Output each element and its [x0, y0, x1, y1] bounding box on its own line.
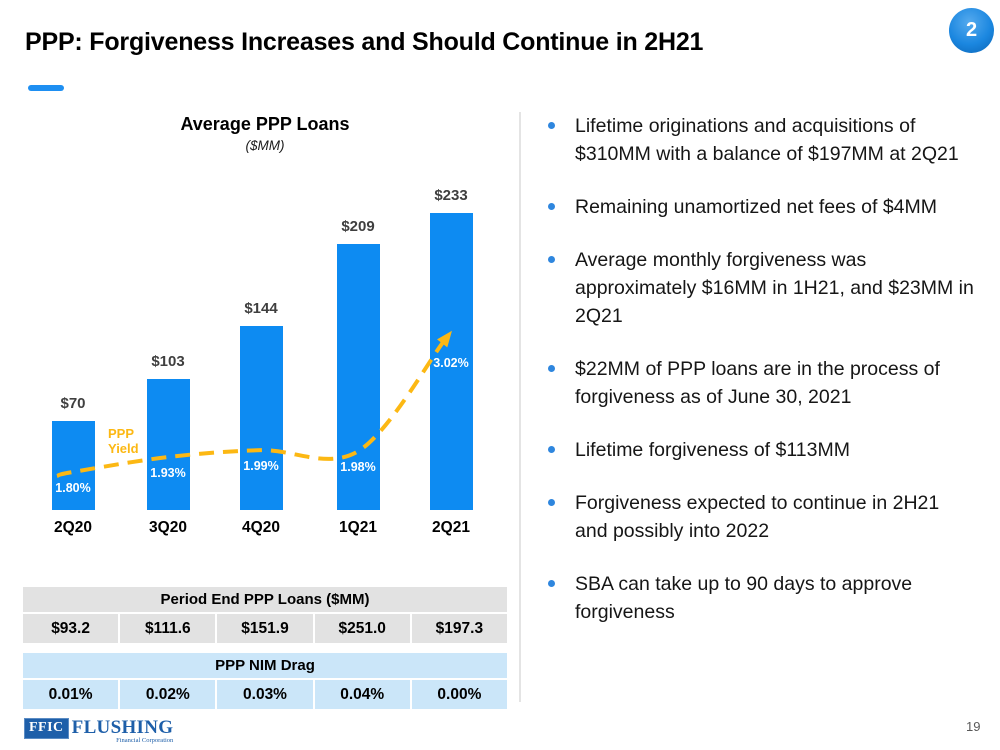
yield-value-3Q20: 1.93%	[150, 466, 186, 481]
bullet-dot-icon	[548, 446, 555, 453]
bullet-dot-icon	[548, 365, 555, 372]
yield-value-2Q21: 3.02%	[433, 355, 469, 370]
bullet-item-2: Average monthly forgiveness was approxim…	[546, 246, 974, 330]
bullet-dot-icon	[548, 256, 555, 263]
bar-value-3Q20: $103	[151, 352, 185, 370]
bar-2Q21	[429, 213, 473, 510]
yield-value-1Q21: 1.98%	[340, 460, 376, 475]
table-row: 0.01% 0.02% 0.03% 0.04% 0.00%	[23, 680, 507, 709]
logo-text-block: FLUSHING Financial Corporation	[72, 718, 174, 745]
bullet-text: $22MM of PPP loans are in the process of…	[575, 358, 940, 408]
bullet-text: Lifetime forgiveness of $113MM	[575, 439, 850, 461]
column-divider	[519, 112, 521, 702]
bar-3Q20	[146, 378, 190, 510]
yield-arrow-head-icon	[437, 330, 452, 348]
x-tick-4Q20: 4Q20	[242, 519, 280, 536]
page-number: 19	[966, 719, 981, 734]
summary-tables: Period End PPP Loans ($MM) $93.2 $111.6 $15…	[23, 587, 507, 719]
bullet-item-0: Lifetime originations and acquisitions o…	[546, 112, 974, 168]
logo-company-subtitle: Financial Corporation	[116, 737, 174, 744]
bar-4Q20	[239, 326, 283, 510]
bullet-dot-icon	[548, 580, 555, 587]
table-header: PPP NIM Drag	[23, 653, 507, 678]
bullet-item-3: $22MM of PPP loans are in the process of…	[546, 355, 974, 411]
yield-line-label: PPP Yield	[108, 426, 139, 456]
bar-value-2Q20: $70	[60, 394, 86, 412]
bullet-list: Lifetime originations and acquisitions o…	[546, 112, 974, 651]
yield-value-2Q20: 1.80%	[55, 481, 91, 495]
stat-table-1: PPP NIM Drag 0.01% 0.02% 0.03% 0.04% 0.00%	[23, 653, 507, 709]
bullet-text: SBA can take up to 90 days to approve fo…	[575, 573, 913, 623]
logo-ffic-mark: FFIC	[24, 718, 69, 739]
table-cell-2: $151.9	[217, 614, 313, 643]
yield-line-svg	[56, 330, 452, 478]
bullet-item-5: Forgiveness expected to continue in 2H21…	[546, 489, 974, 545]
bar-value-1Q21: $209	[341, 217, 375, 235]
table-cell-3: $251.0	[314, 614, 410, 643]
chart-subtitle: ($MM)	[245, 138, 285, 153]
bullet-item-4: Lifetime forgiveness of $113MM	[546, 436, 974, 464]
yield-dashed-line	[56, 339, 446, 478]
bullet-dot-icon	[548, 122, 555, 129]
bullet-item-1: Remaining unamortized net fees of $4MM	[546, 193, 974, 221]
table-cell-4: $197.3	[411, 614, 507, 643]
bullet-text: Remaining unamortized net fees of $4MM	[575, 196, 938, 218]
bar-1Q21	[336, 243, 380, 510]
table-cell-3: 0.04%	[314, 680, 410, 709]
bullet-item-6: SBA can take up to 90 days to approve fo…	[546, 570, 974, 626]
bar-value-2Q21: $233	[434, 187, 468, 205]
bullet-dot-icon	[548, 203, 555, 210]
section-number-badge: 2	[949, 8, 994, 53]
bullet-text: Average monthly forgiveness was approxim…	[575, 249, 974, 327]
table-cell-0: 0.01%	[23, 680, 119, 709]
slide-title: PPP: Forgiveness Increases and Should Co…	[25, 28, 704, 56]
bullet-dot-icon	[548, 499, 555, 506]
x-tick-2Q20: 2Q20	[54, 519, 92, 536]
title-accent-bar	[28, 85, 64, 91]
x-tick-1Q21: 1Q21	[339, 519, 377, 536]
logo-company-name: FLUSHING	[71, 717, 174, 738]
average-ppp-loans-chart: Average PPP Loans ($MM) PPP Yield $70 2Q2…	[23, 112, 507, 544]
stat-table-0: Period End PPP Loans ($MM) $93.2 $111.6 $15…	[23, 587, 507, 643]
company-logo: FFIC FLUSHING Financial Corporation	[24, 718, 173, 745]
bullet-text: Lifetime originations and acquisitions o…	[575, 115, 959, 165]
chart-title: Average PPP Loans	[180, 114, 350, 134]
yield-value-4Q20: 1.99%	[243, 459, 279, 474]
table-header: Period End PPP Loans ($MM)	[23, 587, 507, 612]
bar-value-4Q20: $144	[244, 300, 278, 318]
x-tick-3Q20: 3Q20	[149, 519, 187, 536]
table-cell-1: 0.02%	[120, 680, 216, 709]
table-cell-4: 0.00%	[411, 680, 507, 709]
bullet-text: Forgiveness expected to continue in 2H21…	[575, 492, 940, 542]
bar-2Q20	[51, 420, 95, 510]
table-row: $93.2 $111.6 $151.9 $251.0 $197.3	[23, 614, 507, 643]
table-cell-0: $93.2	[23, 614, 119, 643]
table-cell-1: $111.6	[120, 614, 216, 643]
table-cell-2: 0.03%	[217, 680, 313, 709]
x-tick-2Q21: 2Q21	[432, 519, 470, 536]
